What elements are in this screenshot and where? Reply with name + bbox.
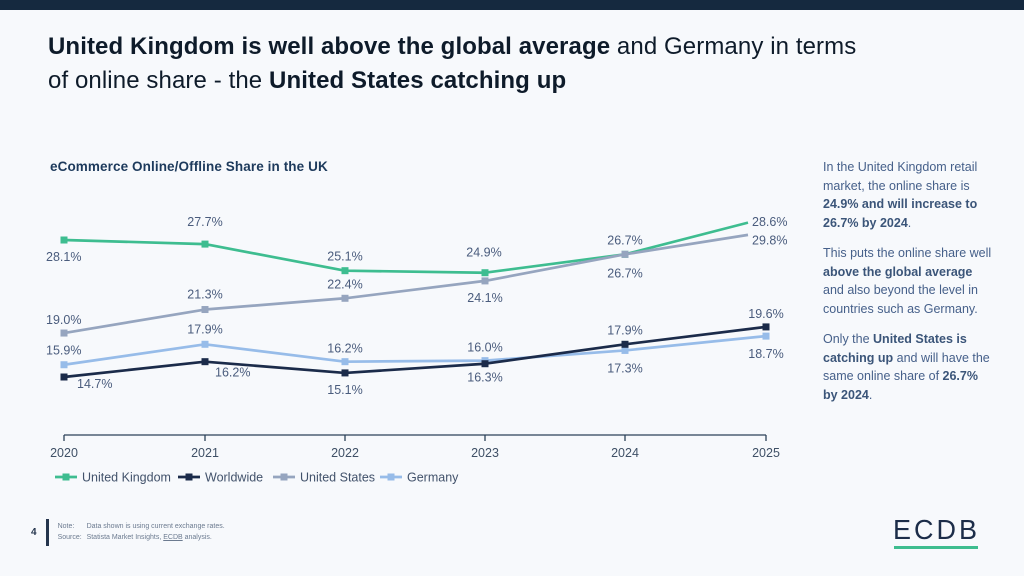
- x-axis: 2020 2021 2022 2023 2024 2025: [50, 434, 780, 460]
- data-label: 15.1%: [327, 383, 362, 397]
- data-label: 28.1%: [46, 250, 81, 264]
- data-label: 26.7%: [607, 266, 642, 280]
- data-point-marker: [341, 369, 349, 377]
- x-tick-label: 2023: [471, 446, 499, 460]
- legend-marker: [185, 473, 193, 481]
- legend-label: Germany: [407, 471, 459, 485]
- data-point-marker: [60, 236, 68, 244]
- data-point-marker: [201, 340, 209, 348]
- chart-legend: United Kingdom Worldwide United States Germ…: [55, 471, 459, 485]
- insight-paragraph: In the United Kingdom retail market, the…: [823, 160, 978, 230]
- note-text: Data shown is using current exchange rat…: [86, 523, 225, 530]
- ecdb-source-link[interactable]: ECDB: [163, 534, 183, 541]
- legend-marker: [387, 473, 395, 481]
- data-point-marker: [621, 250, 629, 258]
- legend-item-germany: Germany: [380, 471, 459, 485]
- data-label: 18.7%: [748, 347, 783, 361]
- ecdb-logo-text: ECDB: [893, 514, 981, 546]
- data-label: 29.8%: [752, 234, 787, 248]
- data-point-marker: [60, 373, 68, 381]
- footer-divider: [45, 519, 49, 546]
- data-point-marker: [60, 361, 68, 369]
- data-point-marker: [201, 306, 209, 314]
- insight-panel: In the United Kingdom retail market, the…: [823, 158, 995, 416]
- series-united-states: 19.0% 21.3% 22.4% 24.1% 26.7% 28.6%: [46, 215, 787, 337]
- data-point-marker: [762, 332, 770, 340]
- series-worldwide: 14.7% 16.2% 15.1% 16.0% 17.9% 19.6%: [60, 307, 784, 397]
- data-label: 17.9%: [607, 323, 642, 337]
- legend-marker: [280, 473, 288, 481]
- data-label: 16.2%: [327, 342, 362, 356]
- data-label: 16.0%: [467, 341, 502, 355]
- line-chart: 2020 2021 2022 2023 2024 2025 15.9% 17.9% 16.2% 1…: [0, 150, 820, 510]
- data-label: 17.9%: [187, 322, 222, 336]
- data-label: 28.6%: [752, 215, 787, 229]
- chart-title: eCommerce Online/Offline Share in the UK: [50, 159, 328, 174]
- source-label: Source:: [57, 534, 82, 541]
- legend-item-united-states: United States: [273, 471, 375, 485]
- insight-paragraph: This puts the online share well above th…: [823, 246, 992, 316]
- slide-title: United Kingdom is well above the global …: [48, 33, 857, 94]
- data-label: 17.3%: [607, 361, 642, 375]
- x-tick-label: 2022: [331, 446, 359, 460]
- data-point-marker: [341, 267, 349, 275]
- data-point-marker: [481, 277, 489, 285]
- data-point-marker: [621, 340, 629, 348]
- data-label: 24.9%: [466, 246, 501, 260]
- ecdb-logo-underline: [894, 546, 978, 549]
- x-tick-label: 2021: [191, 446, 219, 460]
- data-label: 14.7%: [77, 377, 112, 391]
- x-tick-label: 2024: [611, 446, 639, 460]
- x-tick-label: 2025: [752, 446, 780, 460]
- legend-label: United Kingdom: [82, 471, 171, 485]
- data-label: 19.6%: [748, 307, 783, 321]
- source-text: Statista Market Insights, ECDB analysis.: [87, 534, 225, 542]
- legend-label: United States: [300, 471, 375, 485]
- data-point-marker: [481, 269, 489, 277]
- source-suffix: analysis.: [182, 534, 212, 541]
- legend-label: Worldwide: [205, 471, 263, 485]
- series-united-kingdom: 28.1% 27.7% 25.1% 24.9% 26.7% 29.8%: [46, 215, 787, 280]
- data-label: 16.3%: [467, 371, 502, 385]
- data-point-marker: [621, 346, 629, 354]
- data-label: 25.1%: [327, 250, 362, 264]
- legend-item-worldwide: Worldwide: [178, 471, 263, 485]
- footer-meta: Note: Data shown is using current exchan…: [58, 523, 225, 542]
- data-point-marker: [341, 358, 349, 366]
- data-label: 22.4%: [327, 277, 362, 291]
- source-prefix: Statista Market Insights,: [86, 534, 164, 541]
- data-label: 15.9%: [46, 344, 81, 358]
- data-point-marker: [201, 240, 209, 248]
- data-point-marker: [481, 360, 489, 368]
- top-accent-bar: [0, 0, 1024, 10]
- data-point-marker: [341, 294, 349, 302]
- data-label: 21.3%: [187, 288, 222, 302]
- series-germany: 15.9% 17.9% 16.2% 16.3% 17.3% 18.7%: [46, 322, 784, 384]
- page-number: 4: [31, 527, 37, 538]
- data-point-marker: [60, 329, 68, 337]
- insight-paragraph: Only the United States is catching up an…: [823, 332, 990, 402]
- data-point-marker: [201, 358, 209, 366]
- data-label: 26.7%: [607, 233, 642, 247]
- legend-item-united-kingdom: United Kingdom: [55, 471, 171, 485]
- footer: 4 Note: Data shown is using current exch…: [31, 519, 225, 546]
- data-point-marker: [762, 323, 770, 331]
- note-label: Note:: [57, 523, 75, 530]
- legend-marker: [62, 473, 70, 481]
- x-tick-label: 2020: [50, 446, 78, 460]
- data-label: 27.7%: [187, 215, 222, 229]
- data-label: 16.2%: [215, 366, 250, 380]
- ecdb-logo: ECDB: [893, 515, 979, 549]
- data-label: 24.1%: [467, 291, 502, 305]
- data-label: 19.0%: [46, 313, 81, 327]
- line-chart-svg: 2020 2021 2022 2023 2024 202515.9%17.9%16.2%1…: [46, 215, 787, 485]
